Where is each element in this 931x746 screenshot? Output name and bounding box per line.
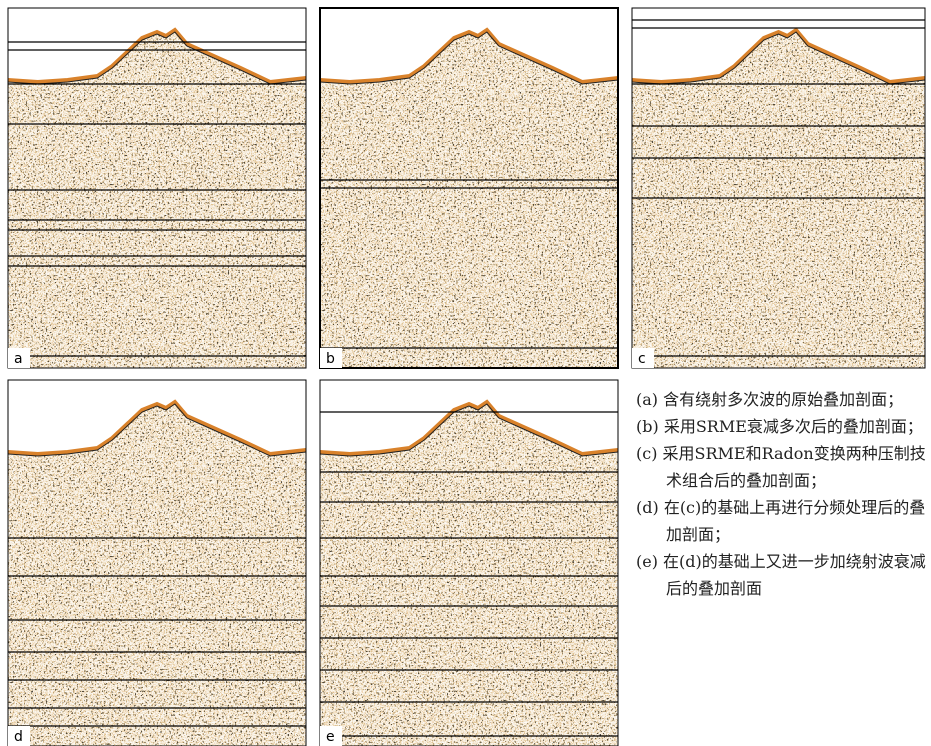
- caption-item: (d) 在(c)的基础上再进行分频处理后的叠加剖面；: [636, 494, 928, 548]
- panel-content: [320, 8, 618, 368]
- panel-label: a: [14, 351, 23, 367]
- caption-item: (a) 含有绕射多次波的原始叠加剖面；: [636, 386, 928, 413]
- caption-item: (b) 采用SRME衰减多次后的叠加剖面；: [636, 413, 928, 440]
- panel-label: d: [14, 729, 23, 745]
- caption-item: (e) 在(d)的基础上又进一步加绕射波衰减后的叠加剖面: [636, 548, 928, 602]
- caption: (a) 含有绕射多次波的原始叠加剖面；(b) 采用SRME衰减多次后的叠加剖面；…: [636, 386, 928, 602]
- panel-label: b: [326, 351, 335, 367]
- panel-content: [632, 8, 925, 368]
- panel-label: c: [638, 351, 646, 367]
- panel-label: e: [326, 729, 335, 745]
- figure: a b c d e: [0, 0, 931, 746]
- panel-content: [320, 380, 618, 746]
- seismic-panel: c: [632, 8, 925, 368]
- panel-content: [8, 380, 306, 746]
- seismic-panel: d: [8, 380, 306, 746]
- panel-content: [8, 8, 306, 368]
- caption-item: (c) 采用SRME和Radon变换两种压制技术组合后的叠加剖面；: [636, 440, 928, 494]
- page: {"panels": [{"label": "a"}, {"label": "b…: [0, 0, 931, 746]
- seismic-panel: b: [320, 8, 618, 368]
- seismic-panel: a: [8, 8, 306, 368]
- seismic-panel: e: [320, 380, 618, 746]
